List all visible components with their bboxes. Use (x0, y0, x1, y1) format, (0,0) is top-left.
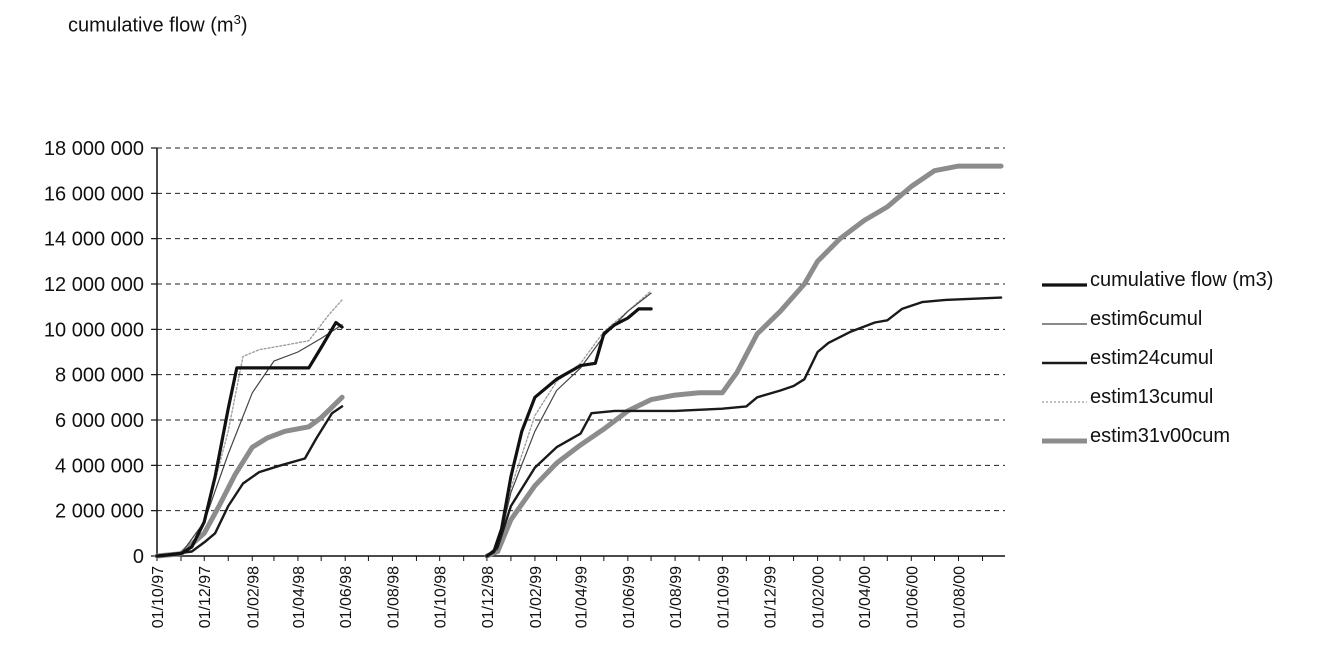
axes (151, 147, 1005, 561)
x-tick-label: 01/10/97 (150, 566, 167, 628)
series-line-estim24cumul (155, 405, 344, 558)
y-tick-label: 18 000 000 (44, 138, 144, 160)
y-tick-label: 6 000 000 (55, 410, 144, 432)
series-line-estim13cumul (156, 299, 343, 557)
series-line-estim31v00cum (484, 163, 1004, 559)
y-tick-label: 4 000 000 (55, 455, 144, 477)
gridlines (157, 147, 1005, 512)
legend-label: estim6cumul (1090, 308, 1202, 330)
y-tick-label: 8 000 000 (55, 365, 144, 387)
x-tick-label: 01/06/00 (904, 566, 921, 628)
x-tick-labels: 01/10/97 01/12/97 01/02/98 01/04/98 01/06/98… (150, 566, 969, 628)
legend-label: estim24cumul (1090, 347, 1213, 369)
legend-label: estim13cumul (1090, 386, 1213, 408)
series-line-estim24cumul (485, 296, 1003, 558)
series-lines (154, 163, 1004, 559)
legend: cumulative flow (m3) estim6cumul estim24cu… (1042, 269, 1273, 447)
x-tick-label: 01/10/99 (715, 566, 732, 628)
chart-title-superscript: 3 (233, 12, 241, 27)
x-tick-label: 01/02/99 (528, 566, 545, 628)
legend-label: cumulative flow (m3) (1090, 269, 1273, 291)
x-tick-label: 01/12/97 (197, 566, 214, 628)
x-tick-label: 01/06/99 (621, 566, 638, 628)
x-tick-label: 01/02/00 (811, 566, 828, 628)
legend-label: estim31v00cum (1090, 425, 1230, 447)
x-tick-label: 01/04/00 (857, 566, 874, 628)
y-tick-label: 0 (133, 546, 144, 568)
x-tick-label: 01/04/98 (291, 566, 308, 628)
y-tick-label: 16 000 000 (44, 183, 144, 205)
y-tick-labels: 0 2 000 000 4 000 000 6 000 000 8 000 000 10 … (44, 138, 144, 568)
x-tick-label: 01/04/99 (574, 566, 591, 628)
series-line-estim31v00cum (154, 394, 345, 559)
y-tick-label: 2 000 000 (55, 501, 144, 523)
chart-title-text: cumulative flow (m (68, 14, 234, 37)
x-tick-label: 01/10/98 (433, 566, 450, 628)
x-tick-label: 01/08/98 (385, 566, 402, 628)
series-line-estim6cumul (156, 324, 343, 557)
x-tick-label: 01/12/99 (763, 566, 780, 628)
x-tick-label: 01/12/98 (480, 566, 497, 628)
chart-title: cumulative flow (m3) (68, 12, 248, 38)
x-tick-label: 01/08/00 (952, 566, 969, 628)
series-line-cumulative-flow-m3- (485, 307, 653, 558)
y-tick-label: 12 000 000 (44, 274, 144, 296)
x-tick-label: 01/08/99 (668, 566, 685, 628)
y-tick-label: 10 000 000 (44, 319, 144, 341)
x-tick-label: 01/02/98 (245, 566, 262, 628)
chart-title-close: ) (240, 14, 248, 37)
y-tick-label: 14 000 000 (44, 229, 144, 251)
series-line-cumulative-flow-m3- (155, 320, 344, 558)
x-tick-label: 01/06/98 (338, 566, 355, 628)
